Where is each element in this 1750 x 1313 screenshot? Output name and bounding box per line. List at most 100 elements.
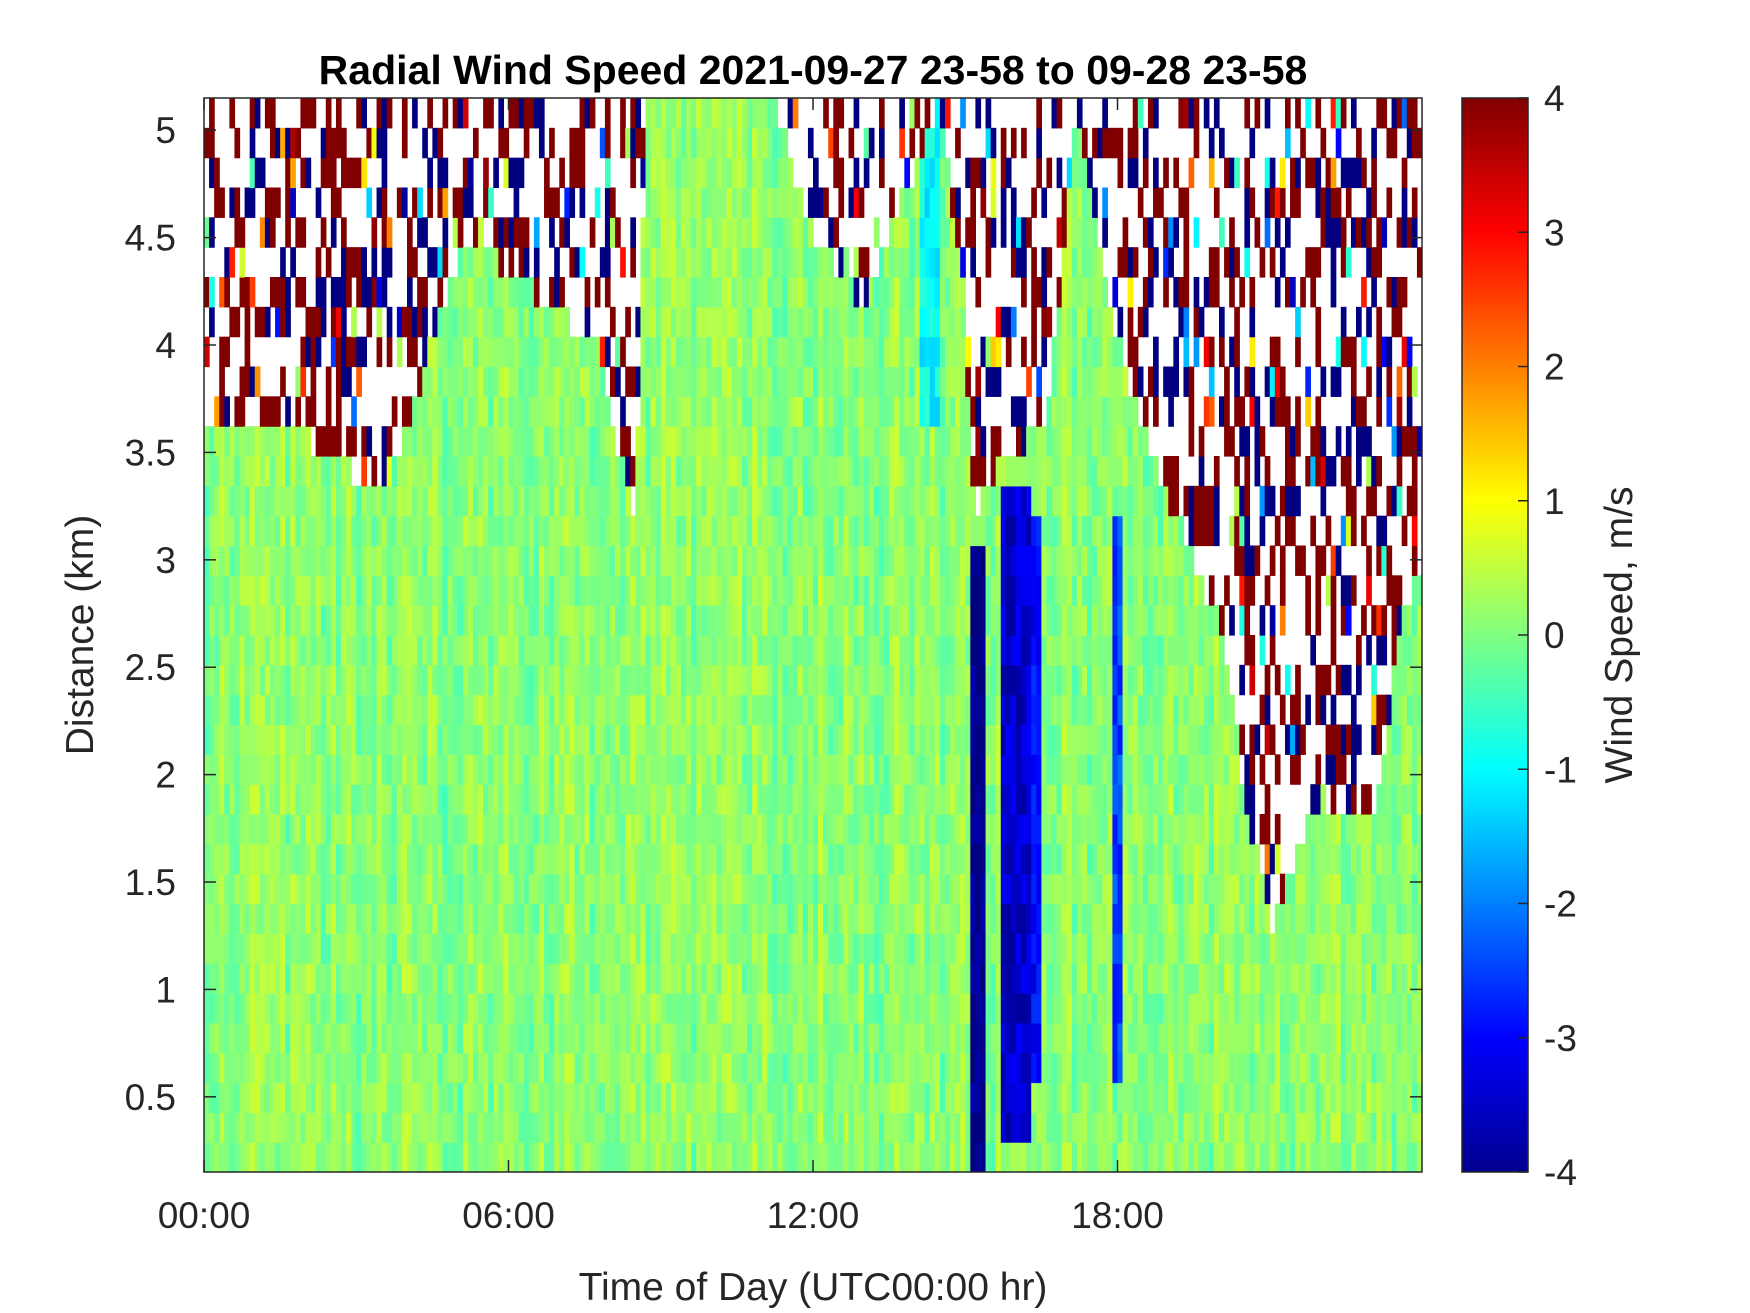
- heatmap-cell: [538, 933, 545, 964]
- heatmap-cell: [650, 605, 657, 636]
- heatmap-cell: [422, 127, 428, 159]
- heatmap-cell: [513, 456, 520, 487]
- heatmap-cell: [229, 1022, 236, 1054]
- heatmap-cell: [396, 1052, 403, 1084]
- heatmap-cell: [320, 306, 327, 338]
- heatmap-cell: [244, 635, 251, 666]
- heatmap-cell: [914, 98, 921, 129]
- heatmap-cell: [960, 396, 966, 427]
- heatmap-cell: [691, 545, 697, 576]
- heatmap-cell: [305, 664, 312, 696]
- heatmap-cell: [275, 1112, 281, 1143]
- heatmap-cell: [219, 814, 225, 845]
- heatmap-cell: [787, 456, 794, 487]
- heatmap-cell: [427, 903, 433, 934]
- heatmap-cell: [818, 993, 824, 1024]
- heatmap-cell: [787, 575, 794, 606]
- heatmap-cell: [731, 456, 738, 487]
- heatmap-cell: [285, 694, 291, 726]
- heatmap-cell: [249, 933, 256, 964]
- heatmap-cell: [813, 814, 819, 845]
- heatmap-cell: [442, 843, 449, 875]
- heatmap-cell: [381, 515, 388, 547]
- heatmap-cell: [681, 814, 687, 845]
- heatmap-cell: [828, 366, 834, 397]
- heatmap-cell: [914, 694, 921, 726]
- heatmap-cell: [569, 336, 576, 368]
- heatmap-cell: [594, 485, 601, 517]
- heatmap-cell: [955, 247, 961, 278]
- heatmap-cell: [950, 1022, 956, 1054]
- heatmap-cell: [721, 605, 728, 636]
- heatmap-cell: [483, 456, 489, 487]
- heatmap-cell: [478, 247, 484, 278]
- heatmap-cell: [670, 336, 677, 368]
- heatmap-cell: [752, 1052, 758, 1084]
- heatmap-cell: [478, 963, 484, 994]
- heatmap-cell: [518, 247, 525, 278]
- heatmap-cell: [721, 515, 728, 547]
- heatmap-cell: [599, 396, 606, 427]
- heatmap-cell: [873, 1142, 880, 1172]
- heatmap-cell: [782, 724, 789, 755]
- heatmap-cell: [955, 217, 961, 248]
- heatmap-cell: [518, 456, 525, 487]
- heatmap-cell: [533, 515, 540, 547]
- heatmap-cell: [868, 336, 875, 368]
- heatmap-cell: [863, 1022, 870, 1054]
- heatmap-cell: [848, 933, 855, 964]
- heatmap-cell: [498, 396, 505, 427]
- heatmap-cell: [604, 873, 611, 905]
- heatmap-cell: [254, 1142, 261, 1172]
- heatmap-cell: [615, 873, 621, 905]
- heatmap-cell: [295, 635, 302, 666]
- heatmap-cell: [848, 843, 855, 875]
- heatmap-cell: [980, 1112, 987, 1143]
- heatmap-cell: [681, 635, 687, 666]
- heatmap-cell: [741, 426, 748, 457]
- heatmap-cell: [777, 396, 784, 427]
- heatmap-cell: [518, 724, 525, 755]
- heatmap-cell: [559, 217, 565, 248]
- heatmap-cell: [848, 993, 855, 1024]
- heatmap-cell: [401, 485, 408, 517]
- heatmap-cell: [280, 456, 286, 487]
- heatmap-cell: [574, 635, 581, 666]
- heatmap-cell: [452, 1052, 459, 1084]
- heatmap-cell: [731, 1022, 738, 1054]
- heatmap-cell: [853, 754, 860, 785]
- heatmap-cell: [640, 843, 647, 875]
- heatmap-cell: [391, 903, 398, 934]
- heatmap-cell: [650, 515, 657, 547]
- heatmap-cell: [325, 545, 332, 576]
- heatmap-cell: [361, 843, 367, 875]
- heatmap-cell: [752, 545, 758, 576]
- heatmap-cell: [564, 635, 570, 666]
- heatmap-cell: [858, 873, 865, 905]
- heatmap-cell: [391, 933, 398, 964]
- heatmap-cell: [960, 306, 966, 338]
- heatmap-cell: [396, 873, 403, 905]
- heatmap-cell: [579, 396, 586, 427]
- heatmap-cell: [701, 127, 708, 159]
- heatmap-cell: [427, 157, 433, 189]
- heatmap-cell: [873, 1022, 880, 1054]
- heatmap-cell: [711, 515, 718, 547]
- heatmap-cell: [858, 336, 865, 368]
- heatmap-cell: [204, 784, 210, 815]
- heatmap-cell: [442, 814, 449, 845]
- heatmap-cell: [655, 306, 662, 338]
- heatmap-cell: [818, 664, 824, 696]
- heatmap-cell: [335, 694, 342, 726]
- heatmap-cell: [244, 575, 251, 606]
- heatmap-cell: [356, 98, 362, 129]
- heatmap-cell: [204, 963, 210, 994]
- heatmap-cell: [645, 1022, 652, 1054]
- heatmap-cell: [696, 933, 702, 964]
- heatmap-cell: [670, 157, 677, 189]
- heatmap-cell: [280, 575, 286, 606]
- heatmap-cell: [528, 456, 535, 487]
- heatmap-cell: [716, 157, 723, 189]
- heatmap-cell: [290, 933, 296, 964]
- heatmap-cell: [706, 963, 713, 994]
